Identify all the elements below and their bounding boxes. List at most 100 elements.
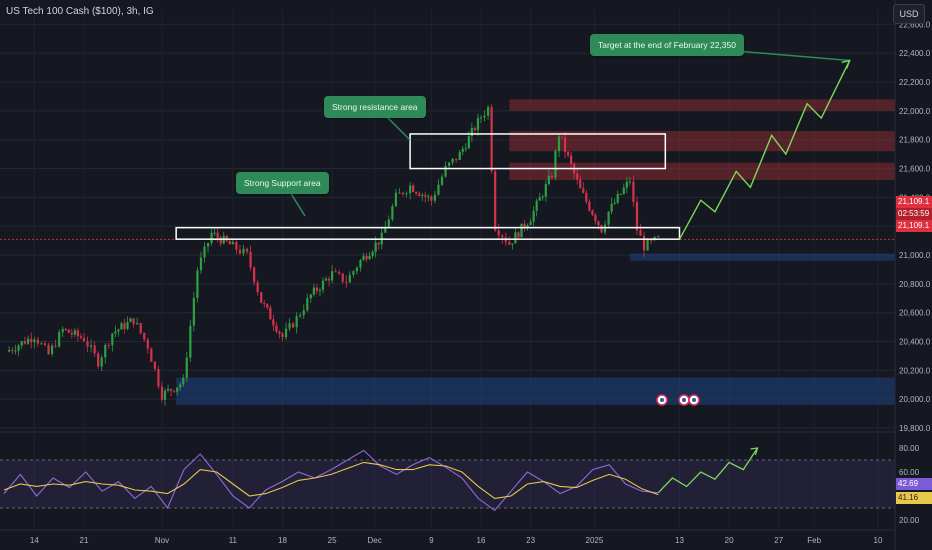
candle-body <box>352 271 355 275</box>
candle-body <box>129 318 132 322</box>
candle-body <box>54 345 57 347</box>
candle-body <box>359 260 362 268</box>
projection-path <box>678 59 851 240</box>
candle-body <box>327 278 331 281</box>
candle-body <box>315 287 319 291</box>
resistance-zone <box>509 131 895 152</box>
candle-body <box>235 241 238 250</box>
candle-body <box>123 323 126 329</box>
candle-body <box>508 241 511 245</box>
candle-body <box>415 192 418 194</box>
y-tick-label: 20,600.0 <box>899 309 931 318</box>
candle-body <box>189 325 192 358</box>
support-box <box>175 226 681 240</box>
candle-body <box>120 323 123 330</box>
support-zone <box>176 377 895 405</box>
candle-body <box>64 328 67 330</box>
candle-body <box>321 280 325 290</box>
candle-body <box>17 345 20 351</box>
us-flag-icon-center <box>660 398 664 402</box>
candle-body <box>107 344 110 346</box>
candle-body <box>394 192 398 207</box>
candle-body <box>374 242 377 252</box>
candle-body <box>418 193 421 196</box>
candle-body <box>23 341 27 344</box>
candle-body <box>173 390 176 392</box>
y-tick-label: 20,200.0 <box>899 366 931 375</box>
candle-body <box>100 357 103 367</box>
candle-body <box>384 226 387 233</box>
candle-body <box>163 390 167 400</box>
candle-body <box>58 332 61 347</box>
x-tick-label: 14 <box>30 536 39 545</box>
x-tick-label: 20 <box>725 536 734 545</box>
candle-body <box>114 331 117 334</box>
candle-body <box>585 192 588 202</box>
candle-body <box>20 341 23 346</box>
candle-body <box>576 173 579 180</box>
candle-body <box>26 338 30 344</box>
candle-body <box>529 221 532 226</box>
candle-body <box>47 344 50 355</box>
candle-body <box>93 345 96 354</box>
candle-body <box>11 349 14 351</box>
candle-body <box>79 336 83 338</box>
candle-body <box>355 267 359 272</box>
candle-body <box>216 232 219 238</box>
x-tick-label: 21 <box>80 536 89 545</box>
candle-body <box>461 148 464 152</box>
resistance-zone <box>509 99 895 111</box>
resistance-annotation[interactable]: Strong resistance area <box>324 96 426 118</box>
candle-body <box>196 270 199 298</box>
last-price-tag-2: 21,109.1 <box>896 220 932 232</box>
candle-body <box>179 384 182 388</box>
candle-body <box>260 292 263 303</box>
candle-body <box>228 240 231 245</box>
candle-body <box>318 289 322 291</box>
x-tick-label: 9 <box>429 536 434 545</box>
resistance-zone <box>509 162 895 181</box>
candle-body <box>176 387 179 392</box>
rsi-tick-label: 60.00 <box>899 468 920 477</box>
candle-body <box>639 230 642 236</box>
candle-body <box>338 271 341 274</box>
candle-body <box>169 388 173 391</box>
candle-body <box>50 345 54 355</box>
y-tick-label: 22,600.0 <box>899 20 931 29</box>
candle-body <box>391 206 394 220</box>
candle-body <box>579 179 582 189</box>
candle-body <box>635 202 639 231</box>
candle-body <box>566 151 570 156</box>
candle-body <box>427 196 430 198</box>
x-tick-label: Feb <box>807 536 821 545</box>
x-tick-label: Nov <box>155 536 169 545</box>
highlight-boxes[interactable] <box>175 47 850 240</box>
y-tick-label: 21,800.0 <box>899 136 931 145</box>
currency-button[interactable]: USD <box>893 4 925 24</box>
candle-body <box>97 353 100 367</box>
rsi-value-tag: 42.69 <box>896 478 932 490</box>
candle-body <box>547 175 550 185</box>
candle-body <box>520 223 523 238</box>
us-flag-icon-center <box>682 398 686 402</box>
candle-body <box>444 165 447 177</box>
candle-body <box>486 107 490 116</box>
candle-body <box>557 136 561 152</box>
candle-body <box>398 192 401 194</box>
candle-body <box>433 194 437 201</box>
candle-body <box>73 330 76 335</box>
candle-body <box>628 181 631 183</box>
candle-body <box>160 386 164 400</box>
candle-body <box>150 348 153 362</box>
candle-body <box>483 115 486 118</box>
candle-body <box>231 241 234 245</box>
candle-body <box>464 148 467 150</box>
candle-body <box>437 184 440 195</box>
candle-body <box>501 235 504 238</box>
resistance-pointer <box>385 115 411 141</box>
candle-body <box>408 185 412 194</box>
target-annotation[interactable]: Target at the end of February 22,350 <box>590 34 744 56</box>
candle-body <box>653 236 656 240</box>
support-annotation[interactable]: Strong Support area <box>236 172 329 194</box>
